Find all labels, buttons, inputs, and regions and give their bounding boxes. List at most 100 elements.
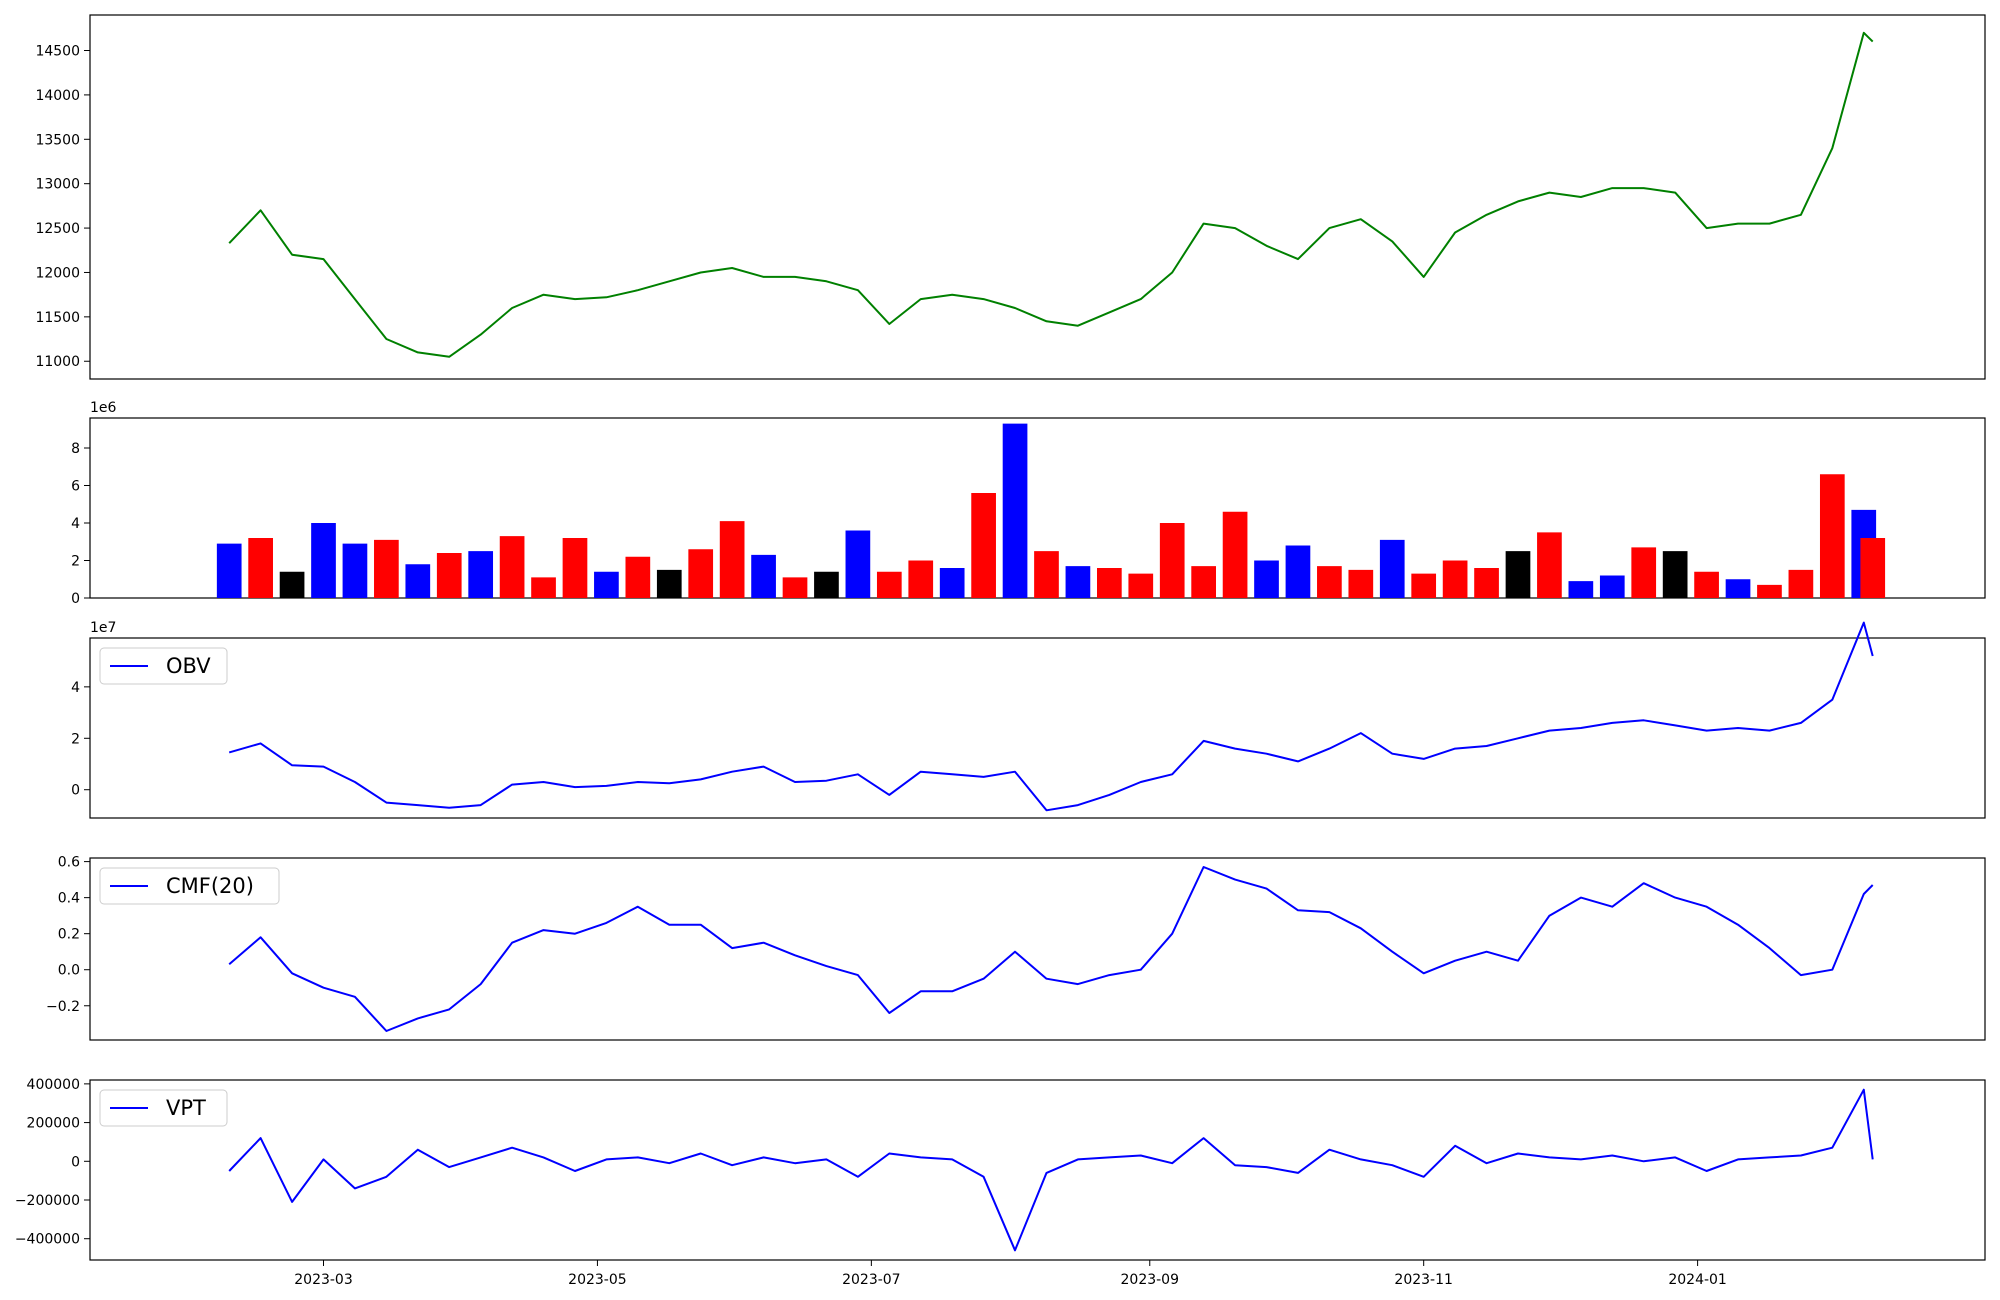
volume-bar [1757, 584, 1782, 598]
volume-bar [1694, 571, 1719, 598]
price-line [228, 31, 1874, 358]
y-tick-label: 4 [71, 516, 80, 532]
volume-bar [248, 538, 273, 598]
volume-bar [342, 543, 368, 598]
chart-panel-2: 0 2 4 6 8 1e6 [71, 400, 1986, 607]
legend-box [99, 647, 228, 685]
volume-bar [719, 521, 745, 598]
volume-bar [656, 569, 682, 598]
y-tick-label: 4 [71, 680, 80, 696]
volume-bar [1222, 511, 1248, 598]
y-tick-label: 8 [71, 441, 80, 457]
y-tick-label: 13500 [35, 132, 80, 148]
legend-label: CMF(20) [166, 874, 254, 898]
legend: VPT [99, 1089, 228, 1127]
legend-box [99, 1089, 228, 1127]
y-tick-label: 200000 [27, 1116, 80, 1132]
y-tick-label: 12500 [35, 221, 80, 237]
volume-bar [876, 571, 902, 598]
y-tick-label: 0 [71, 783, 80, 799]
volume-bar [216, 543, 242, 598]
volume-bar [436, 553, 462, 598]
volume-bar [1379, 539, 1405, 598]
volume-bar [625, 556, 651, 598]
y-tick-label: 12000 [35, 265, 80, 281]
volume-bar [1065, 566, 1091, 598]
volume-bar [1002, 423, 1028, 598]
volume-bar [531, 577, 556, 598]
y-tick-label: 14500 [35, 44, 80, 60]
volume-bar [1191, 566, 1216, 598]
volume-bar [1096, 568, 1122, 598]
volume-bar [688, 549, 714, 598]
y-tick-label: 14000 [35, 88, 80, 104]
volume-bar [971, 493, 996, 598]
chart-panel-3: 0 2 4 1e7 OBV [71, 620, 1986, 819]
volume-bar [814, 571, 839, 598]
y-tick-label: 0.4 [58, 891, 80, 907]
x-tick-label: 2023-11 [1394, 1272, 1453, 1288]
axes-frame [89, 14, 1986, 380]
y-offset-label: 1e6 [90, 400, 117, 416]
volume-bar [939, 568, 965, 598]
x-tick-label: 2023-09 [1121, 1272, 1180, 1288]
volume-bar [1474, 568, 1499, 598]
volume-bar [1505, 551, 1531, 598]
volume-bar [782, 577, 808, 598]
y-tick-label: 0.0 [58, 963, 80, 979]
volume-bar [1442, 560, 1468, 598]
x-tick-label: 2024-01 [1668, 1272, 1727, 1288]
volume-bar [1788, 569, 1814, 598]
volume-bar [405, 564, 431, 598]
volume-bar [374, 539, 399, 598]
volume-bar [311, 523, 336, 598]
y-tick-label: −0.2 [46, 999, 80, 1015]
volume-bar [1411, 573, 1437, 598]
volume-bar [562, 538, 588, 598]
volume-bar [1599, 575, 1625, 598]
y-offset-label: 1e7 [90, 620, 116, 636]
y-tick-label: −200000 [15, 1193, 80, 1209]
series-line [228, 621, 1874, 812]
axes-frame [89, 857, 1986, 1041]
x-tick-label: 2023-03 [294, 1272, 353, 1288]
axes-frame [89, 1079, 1986, 1261]
legend: CMF(20) [99, 867, 280, 905]
x-tick-label: 2023-07 [842, 1272, 901, 1288]
axes-frame [89, 637, 1986, 819]
y-tick-label: 6 [71, 479, 80, 495]
volume-bar [1860, 538, 1886, 598]
legend-label: OBV [166, 654, 211, 678]
volume-bar [468, 551, 494, 598]
volume-bar [1254, 560, 1279, 598]
legend-box [99, 867, 280, 905]
volume-bar [279, 571, 305, 598]
volume-bar [1159, 523, 1185, 598]
series-line [228, 1088, 1874, 1252]
y-tick-label: 2 [71, 731, 80, 747]
y-tick-label: 2 [71, 554, 80, 570]
volume-bar [1128, 573, 1154, 598]
volume-bar [499, 536, 525, 598]
y-tick-label: 11500 [35, 310, 80, 326]
legend: OBV [99, 647, 228, 685]
plots-layer: 11000 11500 12000 12500 13000 13500 14000 14500… [15, 14, 1986, 1288]
volume-bar [1317, 566, 1342, 598]
y-tick-label: 13000 [35, 177, 80, 193]
volume-bar [1285, 545, 1311, 598]
chart-panel-5: −400000 −200000 0 200000 400000 VPT 2023-03 202… [15, 1077, 1986, 1288]
volume-bar [751, 554, 776, 598]
x-tick-label: 2023-05 [568, 1272, 627, 1288]
volume-bar [594, 571, 619, 598]
series-line [228, 866, 1874, 1032]
y-tick-label: −400000 [15, 1232, 80, 1248]
y-tick-label: 11000 [35, 354, 80, 370]
legend-label: VPT [166, 1096, 206, 1120]
volume-bar [1725, 579, 1751, 598]
volume-bar [908, 560, 934, 598]
y-tick-label: 400000 [27, 1077, 80, 1093]
volume-bar [1662, 551, 1688, 598]
y-tick-label: 0 [71, 591, 80, 607]
y-tick-label: 0.2 [58, 927, 80, 943]
